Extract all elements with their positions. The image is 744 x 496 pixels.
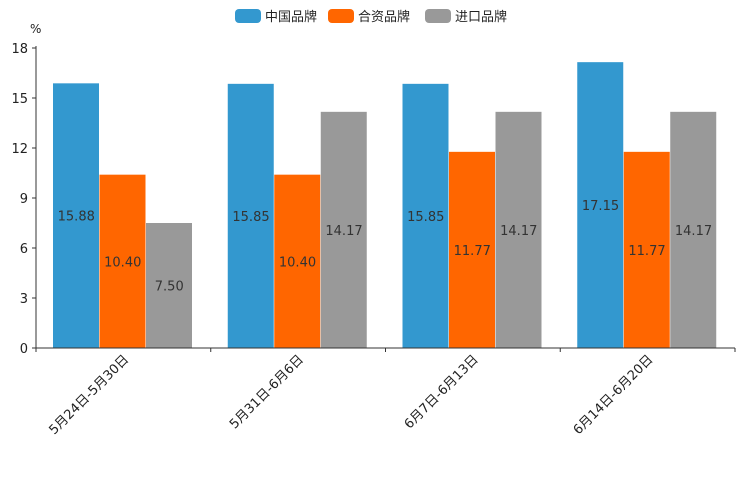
legend-swatch-0[interactable] bbox=[235, 9, 261, 23]
y-tick-label: 18 bbox=[11, 42, 28, 57]
data-label-0-0: 15.88 bbox=[58, 210, 95, 225]
bar-2-2[interactable] bbox=[495, 111, 542, 348]
y-axis: 0 3 6 9 12 15 18 bbox=[11, 42, 37, 357]
bar-1-0[interactable] bbox=[99, 174, 146, 348]
y-axis-unit: % bbox=[30, 22, 41, 36]
y-tick-label: 3 bbox=[20, 292, 28, 307]
legend: 中国品牌 合资品牌 进口品牌 bbox=[235, 9, 507, 25]
bar-1-2[interactable] bbox=[449, 151, 495, 348]
x-category-label: 6月7日-6月13日 bbox=[402, 352, 482, 432]
legend-label-0[interactable]: 中国品牌 bbox=[265, 9, 317, 25]
data-label-1-3: 11.77 bbox=[628, 244, 665, 259]
bar-2-1[interactable] bbox=[320, 111, 367, 348]
bar-1-1[interactable] bbox=[274, 174, 321, 348]
bar-2-3[interactable] bbox=[670, 111, 717, 348]
x-category-label: 5月24日-5月30日 bbox=[46, 352, 132, 438]
y-tick-label: 12 bbox=[11, 142, 28, 157]
data-label-0-3: 17.15 bbox=[582, 199, 619, 214]
data-label-0-2: 15.85 bbox=[407, 210, 444, 225]
data-label-1-2: 11.77 bbox=[454, 244, 491, 259]
data-label-2-2: 14.17 bbox=[500, 224, 537, 239]
bars bbox=[53, 62, 717, 349]
bar-0-2[interactable] bbox=[402, 83, 449, 348]
bar-0-1[interactable] bbox=[227, 83, 274, 348]
bar-2-0[interactable] bbox=[146, 223, 192, 348]
data-labels: 15.88 10.40 7.50 15.85 10.40 14.17 15.85 11.77 1… bbox=[58, 199, 712, 294]
y-tick-label: 9 bbox=[20, 192, 28, 207]
legend-swatch-2[interactable] bbox=[425, 9, 451, 23]
data-label-0-1: 15.85 bbox=[232, 210, 269, 225]
legend-label-1[interactable]: 合资品牌 bbox=[358, 9, 410, 25]
bar-0-0[interactable] bbox=[53, 83, 99, 348]
y-tick-label: 6 bbox=[20, 242, 28, 257]
bar-1-3[interactable] bbox=[623, 151, 670, 348]
y-tick-label: 0 bbox=[20, 342, 28, 357]
y-tick-label: 15 bbox=[11, 92, 28, 107]
data-label-2-0: 7.50 bbox=[155, 280, 184, 295]
data-label-2-3: 14.17 bbox=[675, 224, 712, 239]
x-category-label: 6月14日-6月20日 bbox=[571, 352, 657, 438]
x-axis: 5月24日-5月30日 5月31日-6月6日 6月7日-6月13日 6月14日-6月2… bbox=[35, 347, 736, 438]
data-label-2-1: 14.17 bbox=[325, 224, 362, 239]
bar-0-3[interactable] bbox=[577, 62, 624, 349]
data-label-1-0: 10.40 bbox=[104, 255, 141, 270]
legend-swatch-1[interactable] bbox=[328, 9, 354, 23]
legend-label-2[interactable]: 进口品牌 bbox=[455, 9, 507, 25]
x-category-label: 5月31日-6月6日 bbox=[227, 352, 307, 432]
data-label-1-1: 10.40 bbox=[279, 255, 316, 270]
